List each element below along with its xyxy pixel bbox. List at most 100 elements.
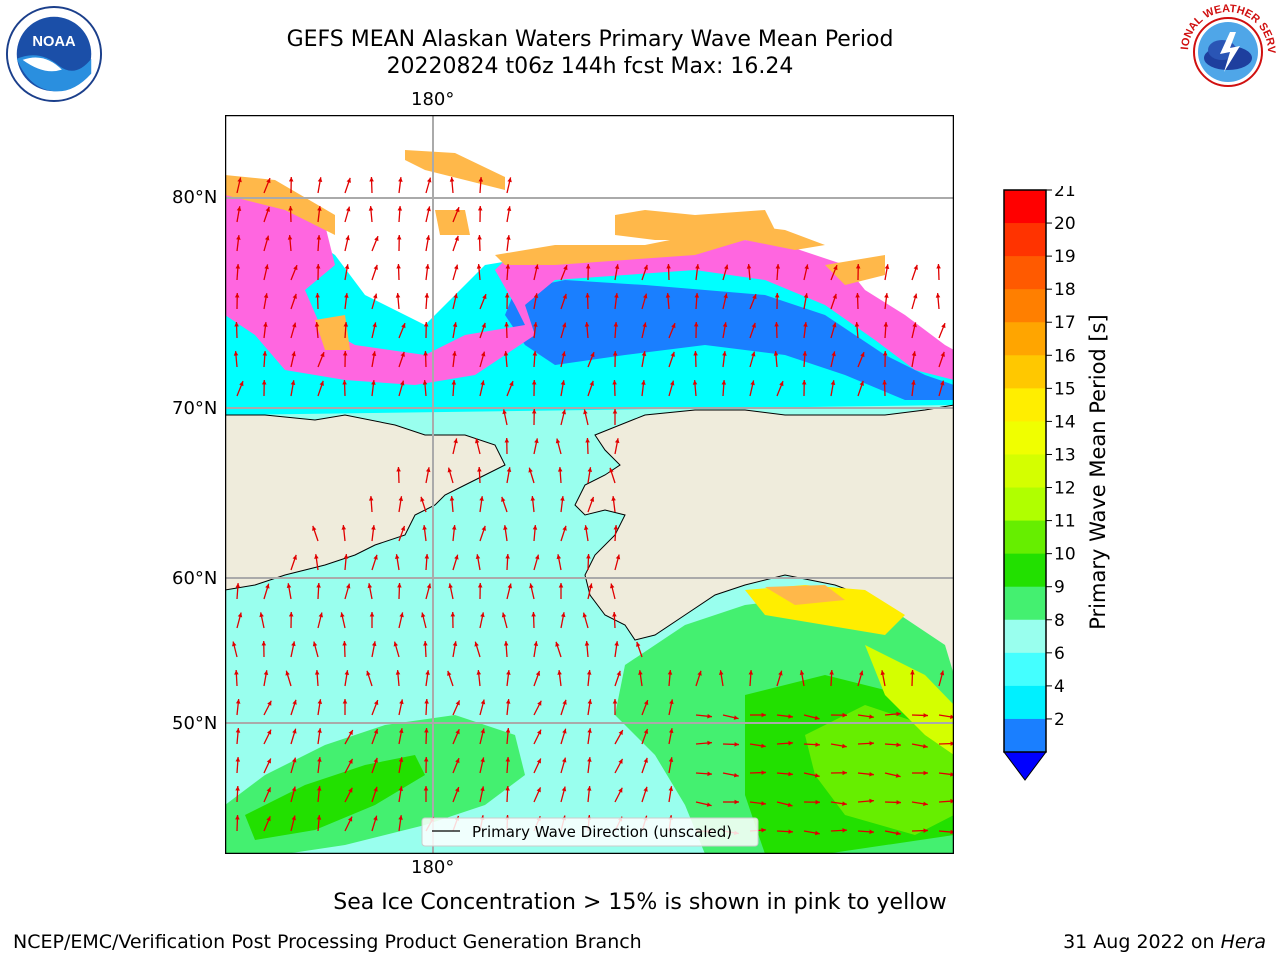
- wave-arrow-head: [610, 583, 615, 589]
- wave-arrow-head: [452, 641, 458, 647]
- wave-arrow-head: [884, 293, 889, 298]
- wave-arrow-head: [643, 786, 648, 792]
- wave-arrow-head: [477, 235, 482, 240]
- wave-arrow-head: [584, 641, 590, 646]
- wave-arrow-head: [425, 467, 431, 473]
- wave-arrow-head: [396, 235, 402, 240]
- wave-arrow-head: [923, 713, 928, 718]
- wave-arrow-head: [291, 815, 296, 821]
- wave-arrow-head: [369, 177, 374, 182]
- wave-arrow-head: [950, 741, 954, 746]
- wave-arrow-head: [562, 757, 567, 763]
- wave-arrow-head: [423, 641, 428, 646]
- wave-arrow-head: [394, 554, 400, 559]
- wave-arrow-head: [665, 293, 671, 298]
- wave-arrow-head: [317, 728, 322, 733]
- wave-arrow-head: [939, 670, 945, 676]
- wave-arrow-head: [427, 177, 432, 183]
- wave-arrow-head: [668, 757, 674, 763]
- wave-arrow-head: [503, 641, 509, 646]
- graticule: [225, 115, 954, 854]
- wave-arrow-head: [590, 352, 595, 358]
- wave-arrow-head: [267, 700, 272, 706]
- wave-arrow-head: [315, 293, 320, 298]
- colorbar-tick-label: 20: [1054, 214, 1076, 234]
- wave-arrow-head: [373, 815, 378, 821]
- wave-arrow-head: [316, 583, 321, 588]
- wave-arrow-head: [562, 728, 567, 734]
- colorbar-tick-label: 6: [1054, 644, 1065, 664]
- colorbar-cell: [1004, 553, 1046, 588]
- wave-arrow-head: [478, 177, 484, 182]
- wave-arrow-head: [372, 322, 377, 328]
- wave-arrow-head: [263, 293, 269, 299]
- wave-arrow-head: [615, 554, 621, 560]
- wave-arrow-head: [291, 786, 297, 792]
- colorbar-cell: [1004, 454, 1046, 489]
- wave-arrow-head: [237, 177, 242, 183]
- wave-arrow-head: [734, 742, 739, 747]
- wave-arrow-head: [477, 583, 483, 588]
- wave-arrow-head: [778, 670, 783, 676]
- wave-arrow-head: [537, 729, 542, 735]
- wave-arrow-head: [344, 670, 350, 675]
- wave-arrow-head: [895, 830, 901, 836]
- wave-arrow-head: [259, 612, 264, 618]
- colorbar-cell: [1004, 223, 1046, 257]
- colorbar-cells: [1004, 190, 1046, 753]
- wave-arrow-head: [264, 264, 269, 270]
- wave-arrow-head: [317, 757, 322, 762]
- wave-arrow-head: [506, 235, 511, 240]
- wave-arrow-head: [884, 264, 890, 270]
- wave-arrow-head: [842, 712, 847, 718]
- colorbar-tick-label: 15: [1054, 379, 1076, 399]
- wave-arrow-head: [531, 380, 537, 385]
- map-frame: [225, 115, 954, 854]
- wave-arrow-head: [814, 830, 820, 836]
- sea-ice-note: Sea Ice Concentration > 15% is shown in …: [333, 890, 947, 915]
- wave-arrow-head: [641, 380, 646, 385]
- wave-arrow-head: [562, 293, 567, 299]
- wave-arrow-head: [585, 293, 590, 298]
- wave-arrow-head: [788, 829, 793, 834]
- wave-arrow-head: [420, 496, 425, 502]
- wave-arrow-head: [529, 583, 534, 589]
- wave-arrow-head: [482, 294, 487, 300]
- wave-arrow-head: [636, 641, 641, 647]
- arctic-blue-band: [505, 280, 954, 400]
- wave-arrow-head: [587, 728, 592, 733]
- wave-arrow-head: [425, 670, 430, 675]
- wave-arrow-head: [234, 293, 240, 298]
- wave-arrow-head: [265, 206, 270, 212]
- wave-arrow-head: [481, 351, 486, 357]
- wave-arrow-head: [475, 438, 480, 444]
- wave-arrow-head: [586, 786, 592, 791]
- wave-arrow-head: [693, 351, 698, 356]
- wave-arrow-head: [421, 612, 426, 618]
- wave-arrow-head: [285, 670, 290, 676]
- wave-arrow-head: [832, 293, 837, 299]
- colorbar-cell: [1004, 388, 1046, 422]
- wave-arrow-head: [317, 177, 323, 183]
- wave-arrow-head: [830, 380, 836, 386]
- wave-arrow-head: [267, 729, 272, 735]
- wave-arrow-head: [694, 293, 700, 298]
- wave-arrow-head: [292, 322, 297, 328]
- nws-logo: NATIONAL WEATHER SERVICE: [1178, 2, 1277, 100]
- wave-arrow-head: [398, 786, 404, 791]
- wave-arrow-head: [235, 728, 241, 733]
- wave-arrow-head: [373, 757, 378, 763]
- wave-arrow-head: [503, 525, 508, 530]
- wave-arrow-head: [477, 467, 482, 472]
- wave-arrow-head: [505, 728, 511, 733]
- wave-arrow-head: [612, 612, 617, 617]
- wave-arrow-head: [815, 799, 820, 805]
- wave-arrow-head: [530, 496, 536, 501]
- wave-arrow-head: [371, 380, 376, 385]
- wave-arrow-head: [448, 583, 453, 589]
- wave-arrow-head: [507, 583, 512, 589]
- wave-arrow-head: [261, 380, 267, 385]
- wave-arrow-head: [895, 773, 901, 778]
- wave-arrow-head: [312, 641, 318, 647]
- wave-arrow-head: [911, 380, 916, 385]
